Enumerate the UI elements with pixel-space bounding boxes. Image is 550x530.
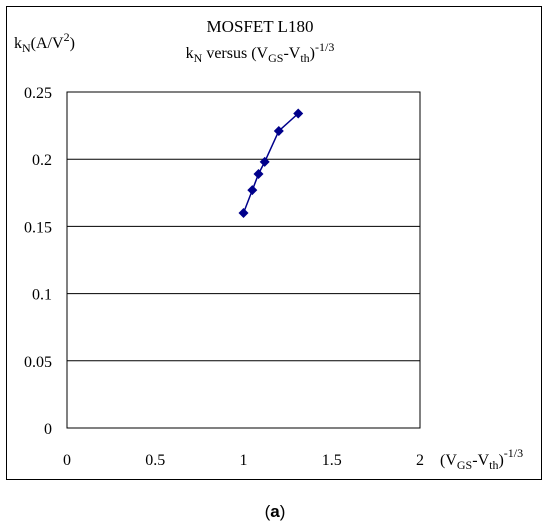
plot-area-border [66,91,421,429]
chart-title: MOSFET L180 [207,17,314,36]
chart-frame [6,6,542,480]
x-tick-label: 1 [240,452,248,469]
y-tick-label: 0.2 [32,152,52,169]
series-group [238,108,304,218]
x-axis-label: (VGS-Vth)-1/3 [440,446,523,472]
y-tick-label: 0 [44,421,52,438]
y-tick-label: 0.05 [24,354,52,371]
figure-caption: (a) [264,502,286,521]
data-point [238,207,249,218]
series-line [242,112,299,214]
chart-subtitle: kN versus (VGS-Vth)-1/3 [186,40,335,65]
y-tick-label: 0.1 [32,287,52,304]
x-tick-label: 2 [416,452,424,469]
data-point [273,125,284,136]
grid-lines [67,158,420,362]
y-tick-label: 0.15 [24,219,52,236]
y-axis-label: kN(A/V2) [14,30,75,55]
y-tick-label: 0.25 [24,85,52,102]
x-tick-label: 1.5 [322,452,342,469]
data-point [253,168,264,179]
data-point [247,185,258,196]
tick-labels: 0 0.05 0.1 0.15 0.2 0.25 0 0.5 1 1.5 2 [24,85,424,469]
data-point [293,108,304,119]
x-tick-label: 0.5 [145,452,165,469]
x-tick-label: 0 [63,452,71,469]
data-point [259,156,270,167]
